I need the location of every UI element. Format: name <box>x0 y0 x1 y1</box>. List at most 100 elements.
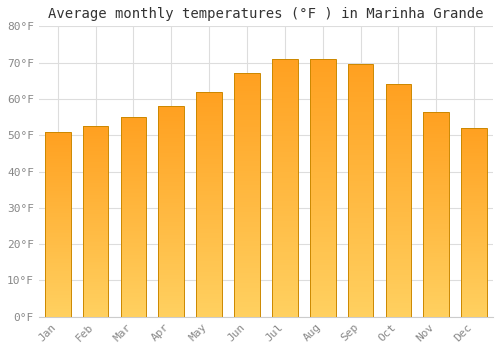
Bar <box>82 235 108 237</box>
Bar <box>424 243 449 245</box>
Bar <box>196 170 222 173</box>
Bar <box>196 312 222 315</box>
Bar <box>348 168 374 170</box>
Bar <box>310 121 336 124</box>
Bar <box>386 187 411 189</box>
Bar <box>82 193 108 195</box>
Bar <box>234 168 260 171</box>
Bar <box>272 162 297 165</box>
Bar <box>120 141 146 143</box>
Bar <box>348 85 374 87</box>
Bar <box>158 237 184 239</box>
Bar <box>272 147 297 149</box>
Bar <box>234 107 260 110</box>
Bar <box>348 112 374 115</box>
Bar <box>158 247 184 250</box>
Bar <box>82 176 108 177</box>
Bar <box>45 193 70 195</box>
Bar <box>424 198 449 200</box>
Bar <box>158 106 184 317</box>
Bar <box>196 117 222 119</box>
Bar <box>45 278 70 280</box>
Bar <box>120 161 146 163</box>
Bar <box>462 149 487 150</box>
Bar <box>158 275 184 277</box>
Bar <box>120 305 146 307</box>
Bar <box>424 251 449 253</box>
Bar <box>120 277 146 279</box>
Bar <box>348 133 374 135</box>
Bar <box>310 275 336 278</box>
Bar <box>82 204 108 206</box>
Bar <box>120 159 146 161</box>
Bar <box>386 277 411 280</box>
Bar <box>462 145 487 147</box>
Bar <box>462 288 487 290</box>
Bar <box>272 98 297 100</box>
Bar <box>158 313 184 315</box>
Bar <box>158 190 184 192</box>
Bar <box>462 203 487 205</box>
Bar <box>348 120 374 122</box>
Bar <box>310 247 336 250</box>
Bar <box>196 216 222 218</box>
Bar <box>348 203 374 206</box>
Bar <box>462 311 487 313</box>
Bar <box>82 265 108 267</box>
Bar <box>386 96 411 98</box>
Bar <box>272 232 297 234</box>
Bar <box>234 251 260 253</box>
Bar <box>45 217 70 219</box>
Bar <box>196 197 222 200</box>
Bar <box>424 206 449 208</box>
Bar <box>424 259 449 261</box>
Bar <box>348 97 374 100</box>
Bar <box>234 159 260 161</box>
Bar <box>45 154 70 156</box>
Bar <box>310 69 336 72</box>
Bar <box>424 237 449 239</box>
Bar <box>196 220 222 222</box>
Bar <box>310 286 336 288</box>
Bar <box>234 98 260 100</box>
Bar <box>348 188 374 191</box>
Bar <box>272 286 297 288</box>
Bar <box>234 139 260 142</box>
Bar <box>462 172 487 173</box>
Bar <box>424 253 449 255</box>
Bar <box>120 117 146 317</box>
Bar <box>196 270 222 272</box>
Bar <box>386 256 411 259</box>
Bar <box>158 300 184 302</box>
Bar <box>196 213 222 216</box>
Bar <box>45 196 70 198</box>
Bar <box>386 238 411 240</box>
Bar <box>272 190 297 193</box>
Bar <box>45 233 70 235</box>
Bar <box>348 223 374 226</box>
Bar <box>424 188 449 190</box>
Bar <box>45 146 70 148</box>
Bar <box>82 279 108 281</box>
Bar <box>82 191 108 193</box>
Bar <box>348 259 374 261</box>
Bar <box>45 180 70 182</box>
Bar <box>120 241 146 243</box>
Bar <box>196 98 222 101</box>
Bar <box>272 304 297 307</box>
Bar <box>45 284 70 285</box>
Bar <box>234 232 260 234</box>
Bar <box>310 64 336 67</box>
Bar <box>272 247 297 250</box>
Bar <box>348 72 374 75</box>
Bar <box>272 312 297 314</box>
Bar <box>348 178 374 181</box>
Bar <box>462 168 487 169</box>
Bar <box>196 233 222 236</box>
Bar <box>82 206 108 208</box>
Bar <box>234 312 260 314</box>
Bar <box>82 281 108 282</box>
Bar <box>120 189 146 191</box>
Bar <box>272 260 297 262</box>
Bar <box>348 122 374 125</box>
